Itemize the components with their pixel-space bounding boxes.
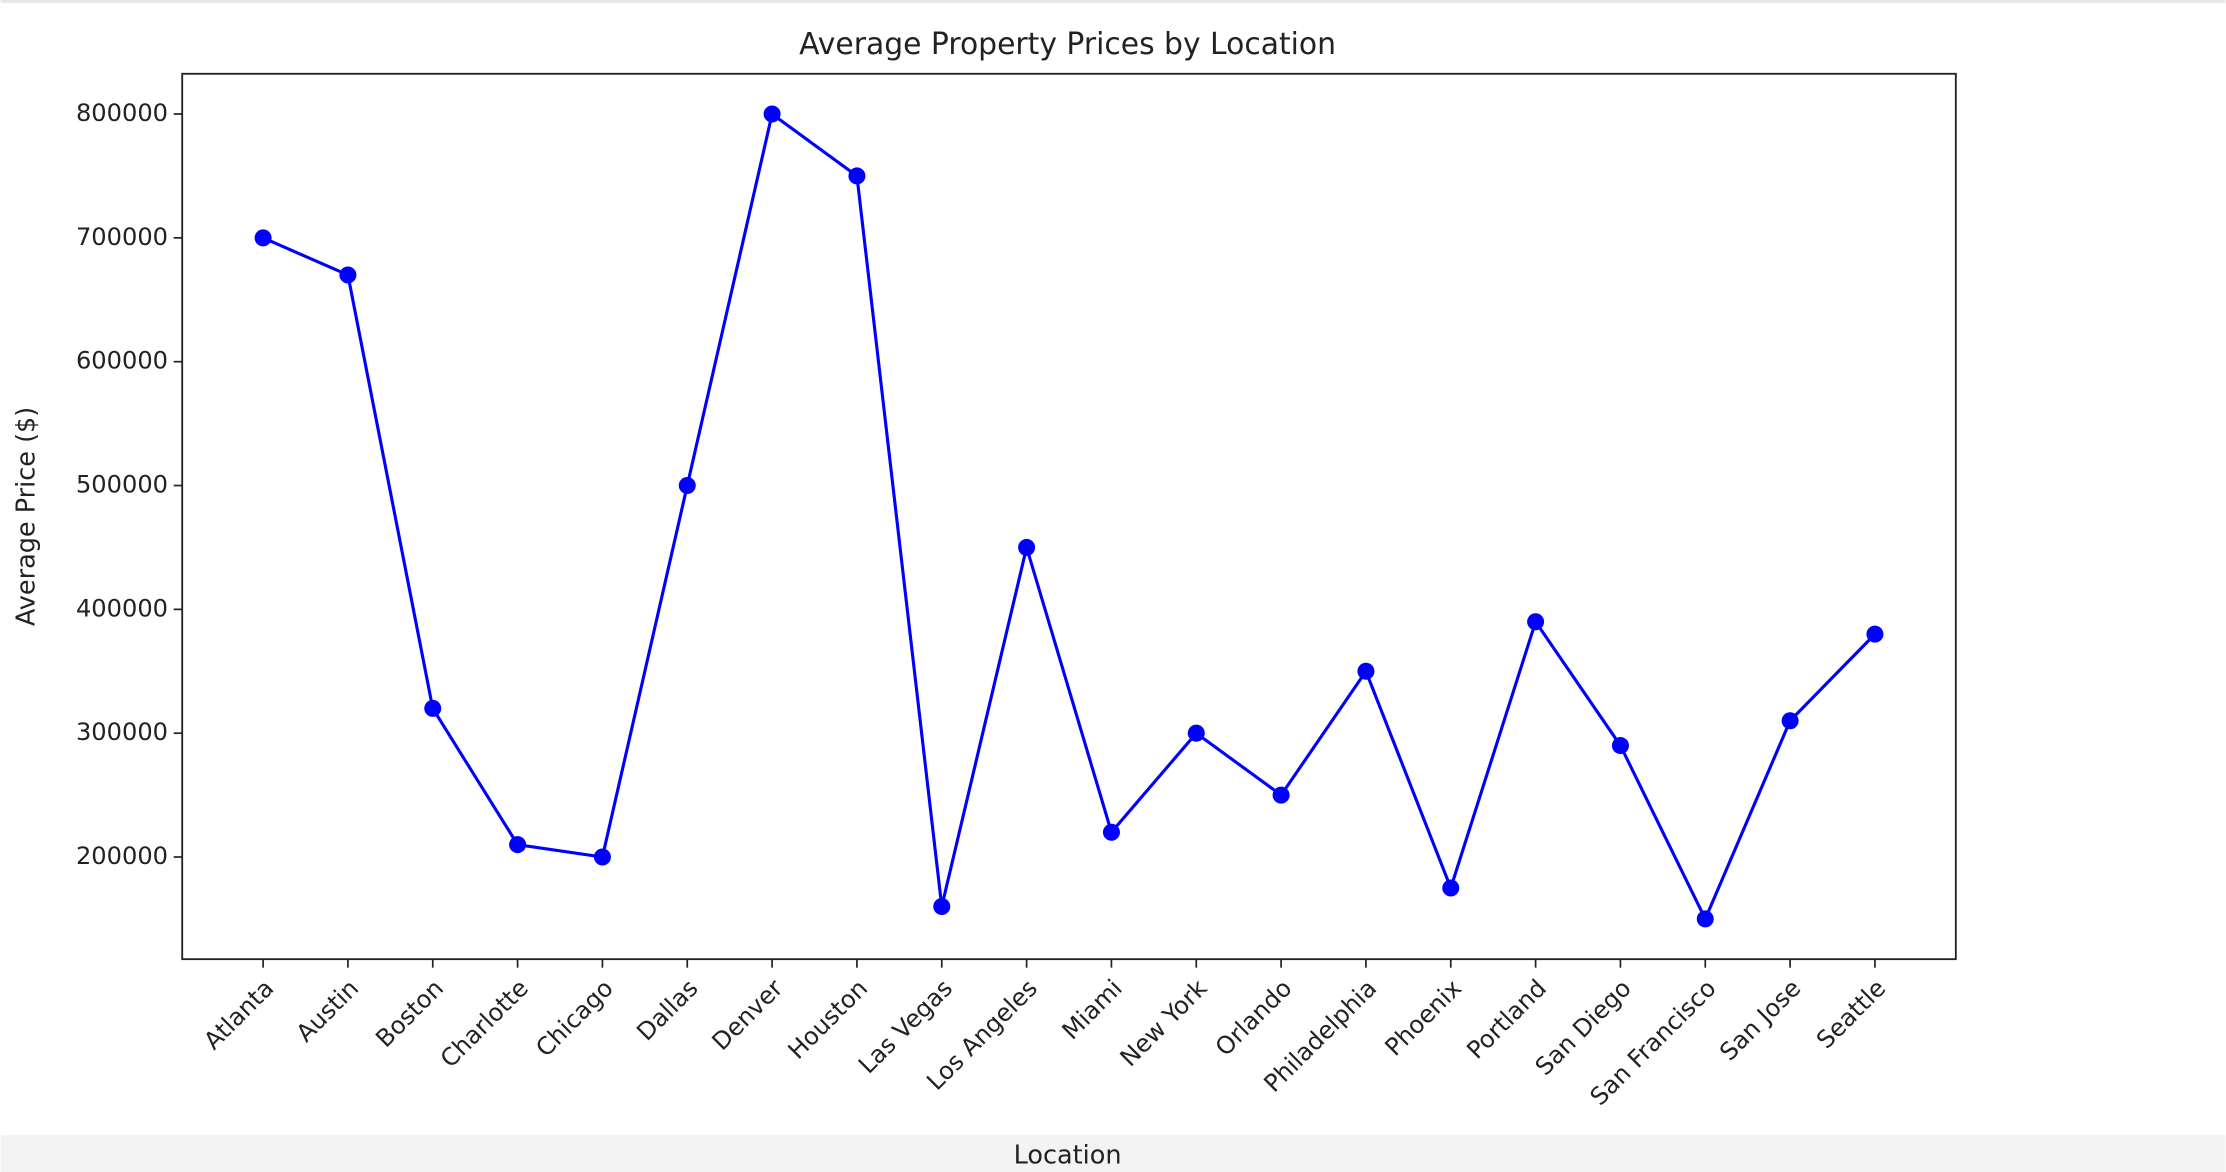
y-tick-label: 200000 (76, 842, 168, 870)
point (1866, 625, 1884, 643)
point (339, 266, 357, 284)
x-tick-label: Denver (707, 974, 789, 1056)
point (593, 848, 611, 866)
point (1272, 786, 1290, 804)
point (1696, 910, 1714, 928)
x-tick-label: Seattle (1811, 974, 1891, 1054)
point (848, 167, 866, 185)
y-tick-label: 800000 (76, 99, 168, 127)
point (424, 699, 442, 717)
point (763, 105, 781, 123)
x-tick-label: Atlanta (198, 974, 279, 1055)
y-tick-label: 500000 (76, 471, 168, 499)
point (1018, 538, 1036, 556)
y-axis-label: Average Price ($) (12, 407, 42, 626)
point (1442, 879, 1460, 897)
y-tick-label: 600000 (76, 347, 168, 375)
point (1527, 613, 1545, 631)
x-tick-label: Charlotte (435, 974, 534, 1073)
x-tick-label: Dallas (631, 974, 703, 1046)
y-tick-label: 300000 (76, 718, 168, 746)
x-tick-label: Austin (291, 974, 364, 1047)
chart-title: Average Property Prices by Location (799, 27, 1336, 62)
point (933, 898, 951, 916)
x-tick-label: Miami (1057, 974, 1128, 1045)
y-tick-label: 700000 (76, 223, 168, 251)
plot-frame (181, 72, 1957, 961)
x-tick-label: San Jose (1714, 974, 1806, 1066)
point (509, 836, 527, 854)
x-axis-label: Location (1014, 1140, 1122, 1170)
x-tick-label: Chicago (530, 974, 618, 1062)
y-tick-label: 400000 (76, 594, 168, 622)
point (1781, 712, 1799, 730)
top-border (0, 0, 2226, 3)
point (1187, 724, 1205, 742)
line (262, 111, 1877, 923)
point (1102, 823, 1120, 841)
bottom-strip (0, 1135, 2226, 1172)
x-tick-label: Phoenix (1380, 974, 1467, 1061)
x-tick-label: Boston (370, 974, 449, 1053)
point (254, 229, 272, 247)
point (678, 477, 696, 495)
point (1611, 737, 1629, 755)
x-tick-label: New York (1115, 974, 1213, 1072)
x-tick-label: Orlando (1210, 974, 1297, 1061)
point (1357, 662, 1375, 680)
